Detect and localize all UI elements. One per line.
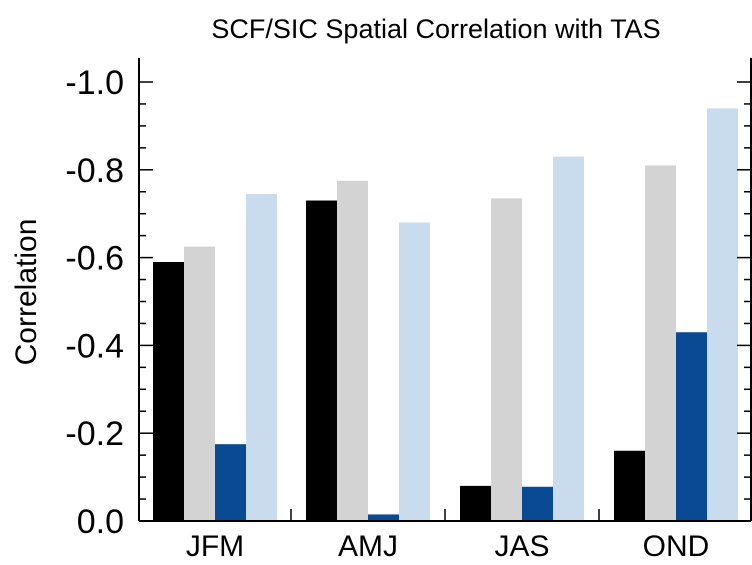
y-tick-label: -0.4 bbox=[65, 327, 124, 365]
y-tick-label: -0.6 bbox=[65, 240, 124, 278]
bar-amj-series-4 bbox=[399, 222, 430, 522]
y-tick-label: -1.0 bbox=[65, 64, 124, 102]
plot-area bbox=[153, 108, 738, 522]
y-axis-label: Correlation bbox=[10, 219, 43, 366]
axes: JFM AMJ JAS OND 0.0 -0.2 -0.4 -0.6 -0.8 -1.0 bbox=[65, 58, 752, 563]
bar-ond-series-2 bbox=[645, 165, 676, 521]
bar-amj-series-1 bbox=[306, 200, 337, 521]
chart-title: SCF/SIC Spatial Correlation with TAS bbox=[211, 14, 660, 44]
x-tick-label-jas: JAS bbox=[494, 530, 549, 563]
x-tick-label-amj: AMJ bbox=[338, 530, 398, 563]
bar-ond-series-4 bbox=[707, 108, 738, 521]
bar-ond-series-3 bbox=[676, 332, 707, 521]
bar-ond-series-1 bbox=[614, 450, 645, 521]
bar-jas-series-1 bbox=[460, 485, 491, 521]
bar-jas-series-4 bbox=[553, 156, 584, 521]
bar-jfm-series-3 bbox=[215, 444, 246, 521]
x-tick-label-jfm: JFM bbox=[186, 530, 244, 563]
y-tick-label: 0.0 bbox=[77, 503, 124, 541]
bar-amj-series-3 bbox=[368, 514, 399, 521]
bar-jas-series-3 bbox=[522, 486, 553, 521]
bar-jfm-series-2 bbox=[184, 246, 215, 521]
y-tick-label: -0.8 bbox=[65, 152, 124, 190]
bar-jfm-series-4 bbox=[246, 193, 277, 521]
y-tick-label: -0.2 bbox=[65, 415, 124, 453]
bar-jfm-series-1 bbox=[153, 261, 184, 521]
x-tick-label-ond: OND bbox=[643, 530, 710, 563]
bar-jas-series-2 bbox=[491, 198, 522, 521]
bar-amj-series-2 bbox=[337, 180, 368, 521]
